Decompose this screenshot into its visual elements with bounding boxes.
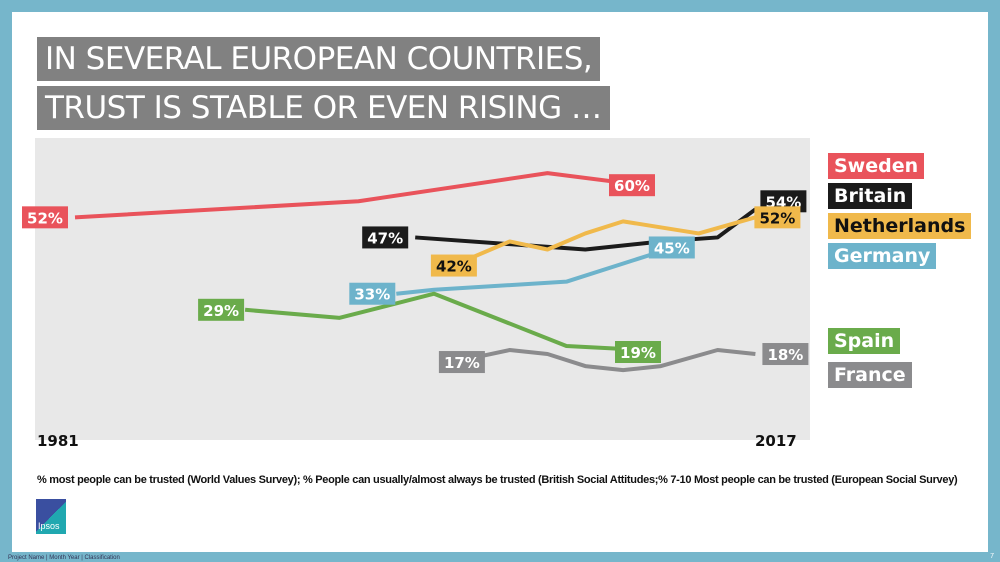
ipsos-logo: Ipsos bbox=[36, 499, 66, 534]
legend-item-britain: Britain bbox=[828, 183, 913, 209]
svg-text:18%: 18% bbox=[767, 346, 803, 364]
title-line-2: TRUST IS STABLE OR EVEN RISING … bbox=[37, 86, 610, 130]
logo-text: Ipsos bbox=[38, 521, 60, 531]
series-line-netherlands bbox=[471, 215, 756, 260]
data-label-netherlands-start: 42% bbox=[430, 254, 477, 277]
series-line-spain bbox=[244, 291, 643, 352]
data-label-spain-start: 29% bbox=[198, 298, 245, 321]
svg-text:17%: 17% bbox=[444, 354, 480, 372]
data-label-britain-start: 47% bbox=[362, 226, 409, 249]
svg-text:19%: 19% bbox=[620, 344, 656, 362]
data-label-spain-end: 19% bbox=[615, 341, 661, 363]
svg-text:47%: 47% bbox=[367, 229, 403, 247]
svg-text:45%: 45% bbox=[654, 239, 690, 257]
data-label-sweden-start: 52% bbox=[22, 206, 68, 229]
title-line-1: IN SEVERAL EUROPEAN COUNTRIES, bbox=[37, 37, 601, 81]
data-label-france-start: 17% bbox=[438, 351, 485, 374]
page-number: 7 bbox=[990, 553, 994, 560]
data-label-netherlands-end: 52% bbox=[754, 206, 801, 229]
data-label-germany-end: 45% bbox=[648, 236, 695, 259]
legend-item-germany: Germany bbox=[828, 243, 937, 269]
svg-text:52%: 52% bbox=[759, 209, 795, 227]
legend-item-france: France bbox=[828, 362, 912, 388]
source-note: % most people can be trusted (World Valu… bbox=[37, 474, 958, 486]
data-label-sweden-end: 60% bbox=[609, 174, 655, 197]
x-tick-end: 2017 bbox=[755, 432, 797, 450]
legend-item-netherlands: Netherlands bbox=[828, 213, 972, 239]
svg-text:42%: 42% bbox=[436, 258, 472, 276]
svg-text:33%: 33% bbox=[354, 286, 390, 304]
series-line-sweden bbox=[74, 171, 643, 220]
legend-item-spain: Spain bbox=[828, 328, 901, 354]
series-line-germany bbox=[396, 243, 681, 296]
x-tick-start: 1981 bbox=[37, 432, 79, 450]
legend-item-sweden: Sweden bbox=[828, 153, 925, 179]
svg-text:29%: 29% bbox=[203, 302, 239, 320]
data-label-germany-start: 33% bbox=[349, 282, 396, 305]
footer: Project Name | Month Year | Classificati… bbox=[8, 555, 120, 561]
data-label-france-end: 18% bbox=[762, 343, 809, 366]
svg-text:52%: 52% bbox=[27, 209, 63, 227]
series-line-france bbox=[471, 348, 756, 373]
svg-text:60%: 60% bbox=[614, 177, 650, 195]
